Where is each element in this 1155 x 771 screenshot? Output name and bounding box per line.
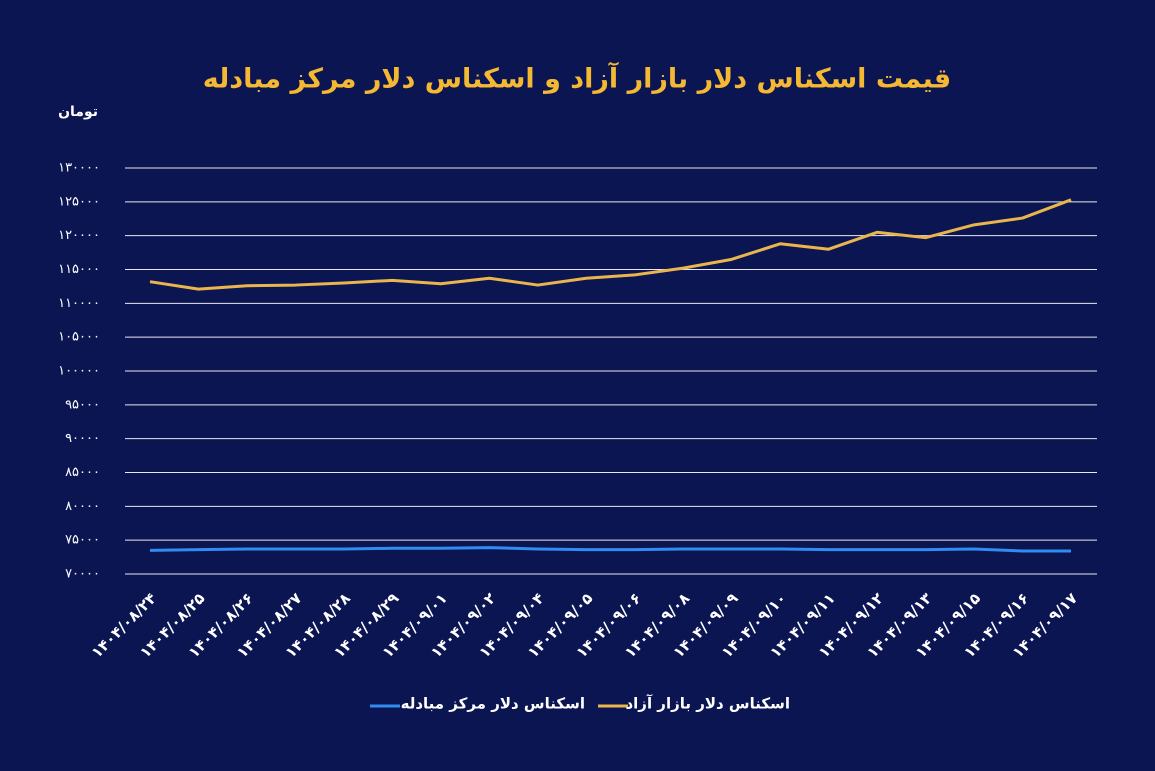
chart-title: قیمت اسکناس دلار بازار آزاد و اسکناس دلا… (203, 62, 951, 95)
y-tick-label: ۱۲۰۰۰۰ (58, 228, 100, 243)
y-tick-label: ۸۰۰۰۰ (65, 499, 100, 514)
y-tick-label: ۱۱۰۰۰۰ (58, 296, 100, 311)
legend-label: اسکناس دلار بازار آزاد (625, 695, 790, 713)
legend-label: اسکناس دلار مرکز مبادله (401, 695, 585, 713)
y-tick-label: ۸۵۰۰۰ (65, 465, 100, 480)
y-tick-label: ۱۰۰۰۰۰ (58, 364, 100, 379)
y-axis-label: تومان (58, 104, 98, 120)
y-tick-label: ۹۰۰۰۰ (65, 431, 100, 446)
y-tick-label: ۷۰۰۰۰ (65, 567, 100, 582)
y-tick-label: ۱۰۵۰۰۰ (58, 330, 100, 345)
line-series (149, 546, 1071, 553)
y-tick-label: ۷۵۰۰۰ (65, 533, 100, 548)
y-tick-label: ۱۲۵۰۰۰ (58, 194, 100, 209)
line-series (149, 198, 1072, 291)
y-tick-label: ۱۳۰۰۰۰ (58, 161, 100, 176)
y-tick-label: ۹۵۰۰۰ (65, 397, 100, 412)
y-tick-label: ۱۱۵۰۰۰ (58, 262, 100, 277)
